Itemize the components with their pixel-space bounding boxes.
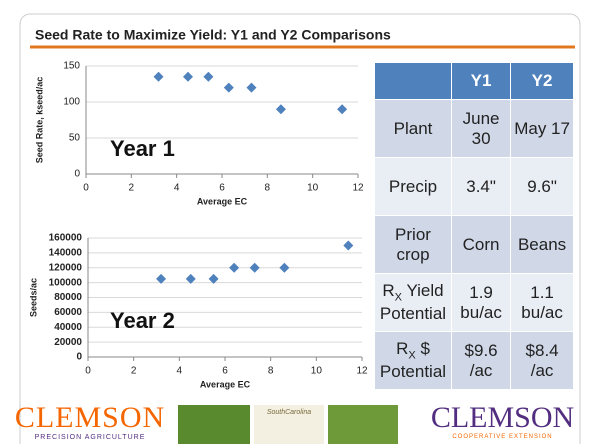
x-tick-label: 10 [311, 366, 323, 377]
sc-logo-text: SouthCarolina [267, 409, 311, 416]
left-logo: CLEMSON PRECISION AGRICULTURE [10, 402, 170, 441]
x-tick-label: 4 [177, 366, 183, 377]
slide-title: Seed Rate to Maximize Yield: Y1 and Y2 C… [35, 27, 391, 43]
x-tick-label: 8 [265, 183, 271, 194]
table-cell: $9.6 /ac [452, 332, 510, 389]
table-row: Precip 3.4"9.6" [375, 158, 573, 215]
label-text: Prior crop [395, 225, 431, 264]
x-tick-label: 2 [129, 183, 135, 194]
header-row: Y1 Y2 [375, 63, 573, 99]
label-text: Plant [394, 119, 433, 138]
y-axis-label: Seed Rate, kseed/ac [34, 77, 44, 164]
y-tick-label: 150 [63, 61, 80, 72]
table-row: RX $ Potential$9.6 /ac$8.4 /ac [375, 332, 573, 389]
row-label: Plant [375, 100, 451, 157]
y-axis-label: Seeds/ac [28, 278, 38, 317]
label-base: R [382, 281, 394, 300]
header-cell [375, 63, 451, 99]
annotation: Year 1 [110, 136, 175, 161]
y-tick-label: 20000 [54, 337, 82, 348]
x-tick-label: 6 [222, 366, 228, 377]
y-tick-label: 140000 [49, 248, 83, 259]
slide: Seed Rate to Maximize Yield: Y1 and Y2 C… [0, 0, 592, 444]
table-cell: Corn [452, 216, 510, 273]
header-cell: Y2 [511, 63, 573, 99]
x-tick-label: 8 [268, 366, 274, 377]
label-sub: X [395, 292, 402, 304]
header-cell: Y1 [452, 63, 510, 99]
table-cell: Beans [511, 216, 573, 273]
table-cell: 1.9 bu/ac [452, 274, 510, 331]
y-tick-label: 160000 [49, 233, 83, 244]
label-text: Precip [389, 177, 437, 196]
row-label: RX Yield Potential [375, 274, 451, 331]
y-tick-label: 60000 [54, 307, 82, 318]
y-tick-label: 40000 [54, 322, 82, 333]
y-tick-label: 100 [63, 97, 80, 108]
logo-text: CLEMSON [10, 402, 170, 434]
x-axis-label: Average EC [200, 379, 251, 389]
y-tick-label: 100000 [49, 277, 83, 288]
y-tick-label: 0 [76, 352, 82, 363]
table-cell: 1.1 bu/ac [511, 274, 573, 331]
x-tick-label: 12 [352, 183, 364, 194]
table-cell: 3.4" [452, 158, 510, 215]
x-tick-label: 10 [307, 183, 319, 194]
annotation: Year 2 [110, 308, 175, 333]
x-tick-label: 2 [131, 366, 137, 377]
logo-text: CLEMSON [420, 402, 585, 434]
right-logo: CLEMSON COOPERATIVE EXTENSION [420, 402, 585, 440]
photo [178, 405, 250, 444]
row-label: Precip [375, 158, 451, 215]
y-tick-label: 120000 [49, 262, 83, 273]
label-base: R [396, 339, 408, 358]
table-cell: June 30 [452, 100, 510, 157]
x-tick-label: 4 [174, 183, 180, 194]
y-tick-label: 0 [74, 169, 80, 180]
y-tick-label: 80000 [54, 292, 82, 303]
logo-sub: COOPERATIVE EXTENSION [420, 434, 585, 440]
x-axis-label: Average EC [197, 196, 248, 206]
row-label: Prior crop [375, 216, 451, 273]
x-tick-label: 0 [85, 366, 91, 377]
x-tick-label: 0 [83, 183, 89, 194]
x-tick-label: 6 [219, 183, 225, 194]
table-cell: $8.4 /ac [511, 332, 573, 389]
logo-sub: PRECISION AGRICULTURE [10, 434, 170, 441]
x-tick-label: 12 [356, 366, 368, 377]
table-cell: 9.6" [511, 158, 573, 215]
table-cell: May 17 [511, 100, 573, 157]
label-sub: X [408, 350, 415, 362]
row-label: RX $ Potential [375, 332, 451, 389]
y-tick-label: 50 [69, 133, 81, 144]
photo [328, 405, 398, 444]
